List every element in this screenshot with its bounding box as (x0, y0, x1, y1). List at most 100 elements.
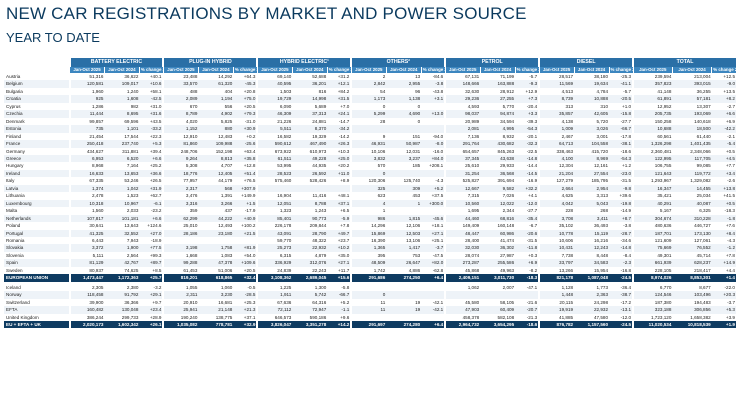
value-cell: -1.1 (327, 306, 352, 314)
value-cell: 48,509 (350, 259, 387, 267)
value-cell: 5,043 (574, 199, 610, 208)
value-cell: +51.4 (233, 169, 258, 178)
value-cell: 25,034 (696, 193, 711, 199)
value-cell: 735 (68, 125, 105, 133)
value-cell: 821,178 (538, 274, 575, 282)
value-cell: 4,707 (220, 163, 233, 169)
value-cell: 19 (386, 306, 422, 314)
value-cell: +3.9 (725, 314, 735, 320)
value-cell: 17,544 (124, 133, 139, 139)
value-cell: +4.1 (528, 193, 538, 199)
country-cell: Switzerland (6, 299, 30, 305)
value-cell: 646,573 (256, 313, 293, 321)
value-cell: 4,042 (538, 199, 575, 208)
value-cell: +27.0 (139, 229, 164, 237)
value-cell: 6,315 (256, 251, 293, 260)
row-spacer (4, 281, 736, 284)
value-cell: +28.9 (149, 314, 162, 320)
value-cell: 39,900 (68, 298, 105, 307)
value-cell: 109,017 (104, 80, 140, 88)
value-cell: 194,483 (694, 299, 711, 305)
value-cell: -12.0 (515, 199, 540, 208)
value-cell (350, 313, 387, 321)
value-cell: +124.6 (147, 223, 162, 229)
value-cell: 2,007 (502, 284, 515, 290)
value-cell: 1,773 (596, 284, 609, 290)
value-cell: +84.2 (337, 88, 350, 94)
value-cell: +25.2 (149, 163, 162, 169)
value-cell: 2,344 (502, 208, 515, 214)
value-cell: -21.6 (526, 299, 538, 305)
value-cell: 45,580 (444, 298, 481, 307)
value-cell: 1,523 (126, 193, 139, 199)
value-cell: 32,030 (444, 244, 481, 252)
value-cell: -23.0 (609, 169, 634, 178)
value-cell: 3,708 (538, 214, 575, 223)
value-cell: 6,953 (68, 154, 105, 163)
country-cell: Italy (6, 178, 15, 184)
value-cell: +40.1 (149, 74, 162, 79)
value-cell: -9.0 (711, 80, 736, 88)
value-cell: 26,592 (292, 169, 328, 178)
value-cell: -8.0 (421, 140, 446, 148)
value-cell: 33,797 (538, 259, 575, 267)
value-cell: 149,409 (444, 222, 481, 230)
value-cell: 661,939 (632, 259, 673, 267)
value-cell: 291,764 (444, 140, 481, 148)
value-cell: 45,868 (444, 266, 481, 275)
value-cell: 7,943 (126, 237, 139, 243)
value-cell: +21.5 (233, 229, 258, 237)
value-cell: +0.5 (711, 199, 736, 208)
value-cell: 101,181 (104, 214, 140, 223)
value-cell: 590,612 (256, 140, 293, 148)
table-row: Denmark 99,857 69,596 +43.5 4,020 5,825 -31.0 2… (4, 117, 736, 126)
value-cell: 1,055 (162, 283, 199, 292)
value-cell: 4,513 (538, 87, 575, 96)
value-cell: 2,033 (126, 208, 139, 214)
value-cell: 13,266 (538, 266, 575, 275)
value-cell: +31.0 (149, 103, 162, 109)
sub-header: % change 25/24 (232, 67, 258, 73)
value-cell: 27,987 (500, 252, 515, 258)
value-cell: 94,874 (480, 110, 516, 118)
value-cell: +12.1 (327, 80, 352, 88)
value-cell: 1,042 (104, 184, 140, 193)
value-cell (421, 291, 446, 299)
value-cell: +31.2 (337, 74, 350, 79)
value-cell: +5.2 (340, 299, 350, 305)
value-cell: 44,460 (444, 214, 481, 223)
country-cell: Sweden (6, 267, 23, 273)
value-cell: +13.8 (711, 184, 736, 193)
value-cell: +3.1 (421, 95, 446, 103)
value-cell: 446,727 (694, 223, 711, 229)
value-cell: +23.4 (139, 306, 164, 314)
value-cell: -14.2 (338, 133, 350, 139)
value-cell: 40,291 (632, 199, 673, 208)
value-cell: 69,140 (256, 73, 293, 81)
value-cell: 81,860 (162, 140, 199, 148)
value-cell: 193,069 (672, 110, 712, 118)
value-cell: 239,594 (632, 73, 673, 81)
value-cell: +1.9 (711, 320, 736, 329)
value-cell: 7,738 (538, 251, 575, 260)
value-cell: 3,026 (574, 125, 610, 133)
value-cell: +49.7 (327, 229, 352, 237)
value-cell: 986 (350, 214, 387, 223)
table-row: Cyprus 1,286 982 +31.0 670 556 +20.5 6,090 5,689… (4, 102, 736, 111)
value-cell: 45,714 (696, 252, 711, 258)
value-cell: 1,062 (444, 283, 481, 292)
value-cell: 151 (412, 133, 421, 139)
value-cell: +29.1 (139, 291, 164, 299)
value-cell: 205,735 (632, 110, 673, 118)
value-cell: +35.8 (233, 154, 258, 163)
value-cell (421, 103, 445, 110)
value-cell: -5.4 (711, 140, 736, 148)
value-cell: 623 (350, 192, 387, 200)
country-cell: Croatia (4, 95, 70, 103)
value-cell: -12.0 (620, 314, 632, 320)
value-cell: 125,740 (403, 178, 421, 184)
value-cell: +109.6 (233, 259, 258, 267)
value-cell: 16,904 (256, 192, 293, 200)
value-cell: 27,255 (480, 95, 516, 103)
value-cell: 47,903 (444, 306, 481, 314)
